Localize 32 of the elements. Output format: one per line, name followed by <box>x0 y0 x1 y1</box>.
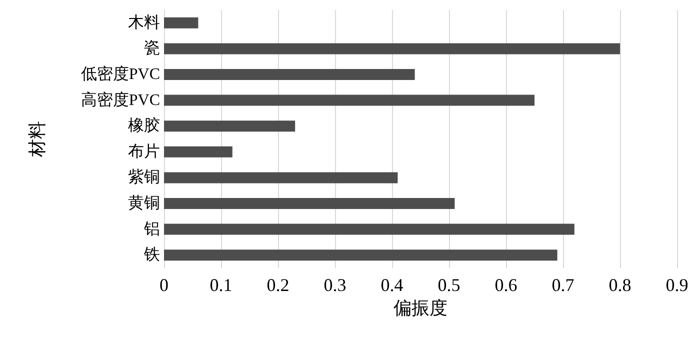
bar <box>164 120 296 132</box>
bar <box>164 17 198 28</box>
y-axis-title: 材料 <box>27 121 47 158</box>
x-tick-label: 0.3 <box>324 275 346 295</box>
x-tick-label: 0 <box>160 275 168 295</box>
x-axis-title: 偏振度 <box>394 298 448 318</box>
x-tick-label: 0.4 <box>380 275 404 295</box>
x-tick-label: 0.2 <box>266 275 290 295</box>
x-tick-label: 0.5 <box>438 275 460 295</box>
y-tick-label: 瓷 <box>144 40 160 58</box>
y-tick-label: 黄铜 <box>128 194 160 212</box>
y-tick-label: 低密度PVC <box>80 65 160 83</box>
y-tick-label: 木料 <box>128 13 160 32</box>
x-tick-label: 0.7 <box>552 275 574 295</box>
bar <box>164 172 398 184</box>
y-tick-label: 紫铜 <box>128 168 160 186</box>
y-tick-label: 铝 <box>143 220 160 238</box>
bar <box>164 224 574 235</box>
y-tick-label: 铁 <box>143 246 160 264</box>
x-tick-label: 0.6 <box>494 275 518 295</box>
bar <box>164 146 232 158</box>
y-tick-label: 布片 <box>128 142 160 160</box>
x-tick-label: 0.1 <box>210 275 232 295</box>
bar <box>164 250 558 261</box>
bar <box>164 43 620 54</box>
y-tick-label: 橡胶 <box>128 116 160 135</box>
bar <box>164 94 534 106</box>
x-tick-label: 0.9 <box>666 275 688 295</box>
bar <box>164 198 455 209</box>
bar <box>164 69 415 80</box>
x-tick-label: 0.8 <box>608 275 632 295</box>
y-tick-label: 高密度PVC <box>80 90 160 109</box>
